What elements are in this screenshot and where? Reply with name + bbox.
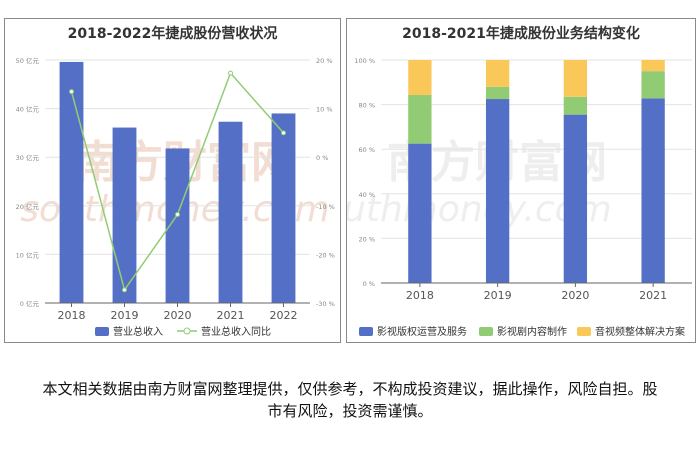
y-right-tick-label: 20 % <box>316 57 333 65</box>
x-tick-label: 2022 <box>270 309 298 322</box>
stack-segment <box>485 86 510 100</box>
business-structure-chart-title: 2018-2021年捷成股份业务结构变化 <box>402 26 640 42</box>
stack-segment <box>641 60 665 72</box>
x-tick-label: 2020 <box>561 289 589 302</box>
stack-segment <box>485 60 510 87</box>
y-right-tick-label: -20 % <box>316 251 335 259</box>
y-left-tick-label: 50 亿元 <box>16 56 40 65</box>
y-tick-label: 100 % <box>354 57 375 65</box>
stack-segment <box>408 60 432 96</box>
y-tick-label: 40 % <box>358 191 375 199</box>
legend-swatch-yoy-point <box>183 327 191 335</box>
y-left-tick-label: 10 亿元 <box>16 250 40 259</box>
legend-label: 影视剧内容制作 <box>497 325 567 338</box>
disclaimer-text: 本文相关数据由南方财富网整理提供，仅供参考，不构成投资建议，据此操作，风险自担。… <box>42 380 658 420</box>
y-right-tick-label: -10 % <box>316 203 335 211</box>
revenue-bar <box>59 61 84 303</box>
legend-label-revenue: 营业总收入 <box>113 325 163 338</box>
x-tick-label: 2018 <box>406 289 434 302</box>
y-left-tick-label: 20 亿元 <box>16 202 40 211</box>
business-structure-chart-panel: 2018-2021年捷成股份业务结构变化 南方财富网southmoney.com… <box>346 18 696 343</box>
y-tick-label: 20 % <box>358 235 375 243</box>
revenue-chart-panel: 2018-2022年捷成股份营收状况 南方财富网southmoney.com0 … <box>4 18 341 343</box>
revenue-bar <box>165 148 190 303</box>
stack-segment <box>641 71 665 99</box>
y-tick-label: 60 % <box>358 146 375 154</box>
y-right-tick-label: 0 % <box>316 154 328 162</box>
revenue-bar <box>271 113 296 304</box>
y-tick-label: 80 % <box>358 102 375 110</box>
y-right-tick-label: -30 % <box>316 300 335 308</box>
legend-swatch-revenue <box>95 327 109 336</box>
yoy-point <box>122 287 127 293</box>
stack-segment <box>485 99 510 284</box>
yoy-point <box>175 212 180 218</box>
stack-segment <box>641 98 665 283</box>
x-tick-label: 2020 <box>164 309 192 322</box>
legend-swatch <box>479 327 493 336</box>
legend-swatch <box>577 327 591 336</box>
stack-segment <box>408 143 432 283</box>
x-tick-label: 2018 <box>58 309 86 322</box>
legend-label: 音视频整体解决方案 <box>595 325 685 338</box>
legend-label-yoy: 营业总收入同比 <box>201 325 271 338</box>
stack-segment <box>563 114 588 283</box>
stack-segment <box>563 96 588 115</box>
stack-segment <box>408 95 432 144</box>
yoy-point <box>228 70 233 76</box>
y-left-tick-label: 30 亿元 <box>16 153 40 162</box>
revenue-bar <box>218 121 243 303</box>
revenue-chart-title: 2018-2022年捷成股份营收状况 <box>67 26 278 42</box>
y-left-tick-label: 0 亿元 <box>20 299 40 308</box>
x-tick-label: 2021 <box>217 309 245 322</box>
y-right-tick-label: 10 % <box>316 106 333 114</box>
stack-segment <box>563 60 588 97</box>
y-tick-label: 0 % <box>363 280 375 288</box>
y-left-tick-label: 40 亿元 <box>16 105 40 114</box>
x-tick-label: 2019 <box>111 309 139 322</box>
yoy-point <box>69 89 74 95</box>
yoy-point <box>281 130 286 136</box>
x-tick-label: 2019 <box>484 289 512 302</box>
legend-label: 影视版权运营及服务 <box>377 325 467 338</box>
legend-swatch <box>359 327 373 336</box>
x-tick-label: 2021 <box>639 289 667 302</box>
revenue-bar <box>112 127 137 303</box>
